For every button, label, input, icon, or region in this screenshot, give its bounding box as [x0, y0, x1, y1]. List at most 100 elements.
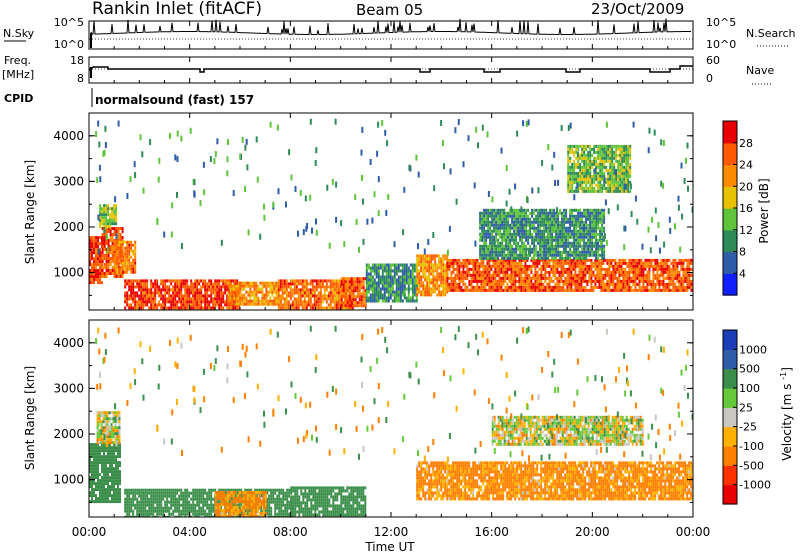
power-cell	[561, 238, 564, 242]
power-cell	[91, 266, 93, 270]
power-cell	[492, 258, 495, 262]
power-cell	[500, 276, 503, 280]
power-cell	[222, 297, 225, 301]
power-cell	[319, 291, 322, 295]
power-cell	[291, 303, 294, 307]
power-cell	[476, 267, 479, 271]
power-cell	[588, 258, 591, 262]
power-cell	[184, 291, 187, 295]
power-cell	[583, 235, 586, 239]
power-cell	[567, 180, 570, 184]
power-cell	[565, 235, 568, 239]
power-cell	[518, 279, 521, 283]
power-cell	[420, 275, 423, 279]
power-cell	[464, 273, 467, 277]
power-cell	[436, 281, 439, 285]
power-cell	[243, 281, 246, 285]
power-cell	[601, 229, 604, 233]
power-cell	[577, 238, 580, 242]
power-cell	[551, 217, 554, 221]
power-cell	[365, 299, 368, 303]
power-cell	[182, 300, 185, 304]
power-cell	[275, 287, 278, 291]
power-cell	[524, 273, 527, 277]
power-cell	[371, 275, 374, 279]
power-cell	[436, 278, 439, 282]
power-cell	[196, 306, 199, 310]
power-cell	[407, 299, 410, 303]
power-cell	[548, 285, 551, 289]
power-cell	[206, 294, 209, 298]
power-cell	[599, 168, 602, 172]
power-cell	[545, 253, 548, 257]
power-cell	[381, 281, 384, 285]
power-cell	[122, 270, 125, 274]
power-cell	[634, 285, 637, 289]
power-cell	[450, 273, 453, 277]
power-cell	[107, 207, 110, 211]
power-cell	[452, 258, 455, 262]
power-cell	[114, 261, 117, 265]
power-cell	[395, 296, 398, 300]
power-cell	[162, 294, 165, 298]
power-cell	[130, 240, 133, 244]
power-cell	[612, 288, 615, 292]
power-cell	[190, 288, 193, 292]
power-cell	[488, 288, 491, 292]
power-cell	[678, 261, 681, 265]
power-cell	[535, 229, 538, 233]
power-cell	[603, 214, 606, 218]
power-cell	[350, 292, 353, 296]
power-cell	[562, 273, 565, 277]
power-cell	[178, 306, 181, 310]
power-cell	[545, 226, 548, 230]
power-cell	[587, 232, 590, 236]
power-cell	[519, 226, 522, 230]
power-cell	[658, 276, 661, 280]
power-cell	[375, 296, 378, 300]
power-cell	[331, 297, 334, 301]
power-cell	[218, 297, 221, 301]
power-cell	[608, 273, 611, 277]
power-cell	[591, 174, 594, 178]
power-cell	[627, 177, 630, 181]
power-cell	[121, 245, 124, 248]
power-cell	[105, 230, 108, 233]
power-cell	[646, 288, 649, 292]
power-cell	[227, 302, 230, 306]
power-cell	[499, 217, 502, 221]
power-cell	[678, 279, 681, 283]
power-cell	[597, 174, 600, 178]
power-cell	[474, 279, 477, 283]
power-cell	[176, 282, 179, 286]
power-cell	[575, 177, 578, 181]
power-cell	[533, 253, 536, 257]
power-cell	[492, 276, 495, 280]
power-cell	[539, 235, 542, 239]
power-cell	[424, 287, 427, 291]
power-cell	[420, 263, 423, 267]
power-cell	[594, 267, 597, 271]
power-cell	[99, 254, 101, 258]
power-cell	[521, 211, 524, 215]
power-cell	[383, 284, 386, 288]
power-cell	[432, 272, 435, 276]
power-cell	[505, 244, 508, 248]
power-cell	[144, 303, 147, 307]
power-cell	[544, 270, 547, 274]
power-y-tick-label: 2000	[53, 220, 84, 234]
power-cell	[603, 147, 606, 151]
power-cell	[124, 267, 127, 271]
power-scatter-cell	[680, 162, 683, 169]
power-cell	[124, 270, 127, 274]
power-cell	[582, 270, 585, 274]
power-cell	[434, 266, 437, 270]
power-cell	[499, 211, 502, 215]
power-cell	[543, 232, 546, 236]
power-cell	[628, 270, 631, 274]
power-cell	[537, 256, 540, 260]
power-cell	[395, 269, 398, 273]
power-cell	[535, 220, 538, 224]
power-cell	[350, 277, 353, 281]
power-cell	[371, 281, 374, 285]
